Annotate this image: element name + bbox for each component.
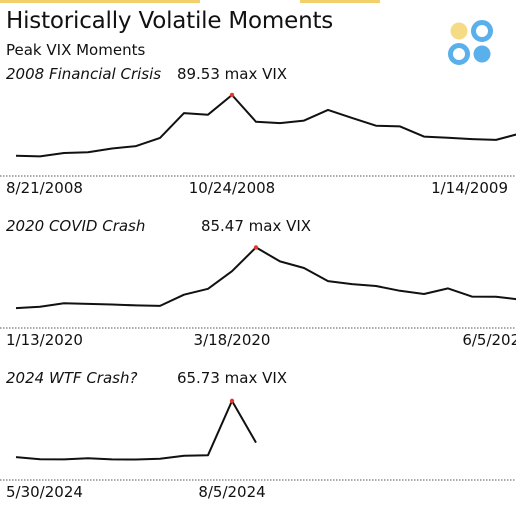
brand-logo-icon (448, 20, 493, 65)
vix-series-line (15, 246, 516, 310)
peak-label: 85.47 max VIX (200, 217, 312, 235)
x-tick-label: 1/14/2009 (431, 179, 508, 197)
x-tick-label: 3/18/2020 (193, 331, 271, 349)
peak-point (253, 245, 259, 250)
panel-2020: 2020 COVID Crash 85.47 max VIX 1/13/2020… (0, 214, 516, 354)
vix-series-line (15, 94, 516, 158)
accent-bar (0, 0, 200, 3)
vix-series-line (15, 399, 257, 461)
peak-point (229, 398, 235, 404)
logo-dot-yellow (450, 22, 468, 40)
peak-label: 89.53 max VIX (176, 65, 288, 83)
x-tick-label: 8/21/2008 (6, 179, 83, 197)
x-tick-label: 5/30/2024 (6, 483, 83, 501)
peak-label: 65.73 max VIX (176, 369, 288, 387)
panel-title: 2008 Financial Crisis (6, 65, 162, 83)
x-tick-label: 8/5/2024 (198, 483, 266, 501)
panel-2024: 2024 WTF Crash? 65.73 max VIX 5/30/2024 8… (0, 366, 516, 508)
x-tick-label: 6/5/2020 (462, 331, 516, 349)
panel-title: 2024 WTF Crash? (6, 369, 138, 387)
panel-title: 2020 COVID Crash (6, 217, 146, 235)
accent-bar-right (300, 0, 380, 3)
x-tick-label: 1/13/2020 (6, 331, 83, 349)
logo-ring-top (471, 20, 493, 42)
line-chart-2008 (0, 92, 516, 177)
line-chart-2020 (0, 245, 516, 329)
panel-2008: 2008 Financial Crisis 89.53 max VIX 8/21… (0, 62, 516, 202)
chart-title: Historically Volatile Moments (6, 8, 334, 34)
chart-subtitle: Peak VIX Moments (6, 41, 146, 59)
x-tick-label: 10/24/2008 (188, 179, 276, 197)
peak-point (229, 92, 235, 98)
logo-dot-blue (473, 45, 491, 63)
logo-ring-bottom (448, 43, 470, 65)
line-chart-2024 (0, 398, 516, 481)
